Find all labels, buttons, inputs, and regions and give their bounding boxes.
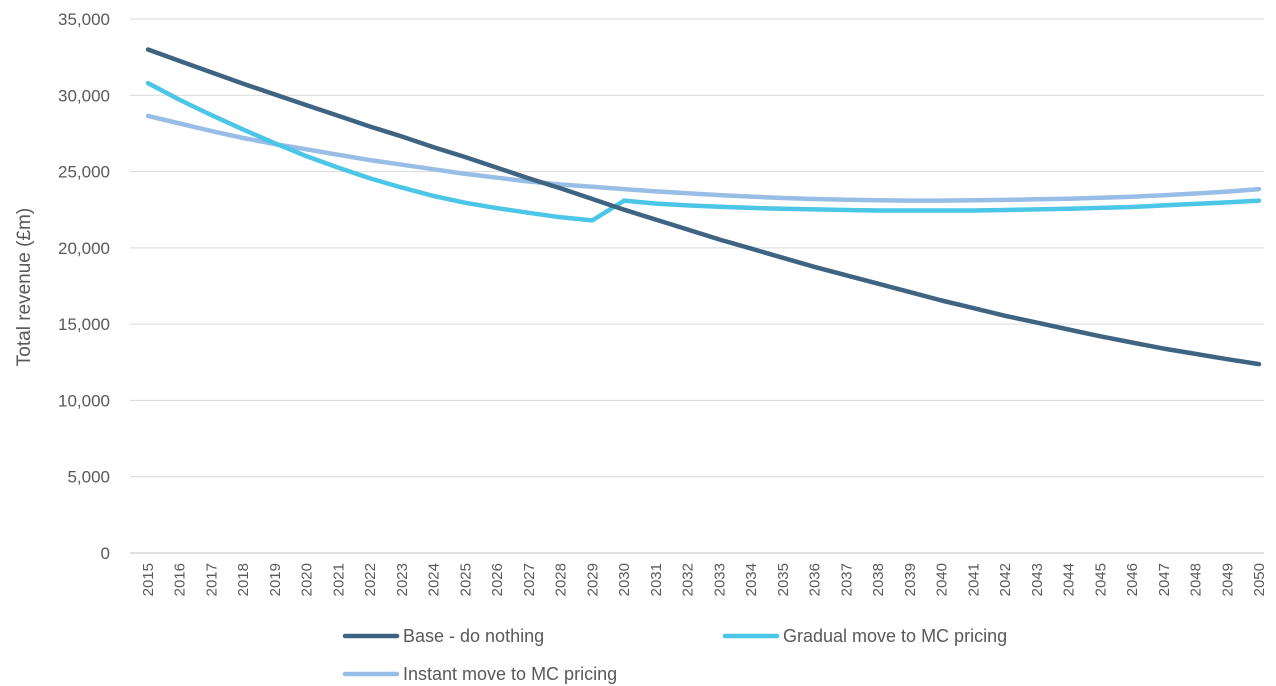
- x-tick-label: 2026: [489, 563, 506, 596]
- x-tick-label: 2040: [934, 563, 951, 596]
- x-tick-label: 2044: [1061, 563, 1078, 596]
- x-tick-label: 2023: [394, 563, 411, 596]
- y-tick-label: 20,000: [58, 239, 110, 258]
- x-tick-label: 2046: [1124, 563, 1141, 596]
- x-tick-label: 2029: [584, 563, 601, 596]
- x-tick-label: 2039: [902, 563, 919, 596]
- x-tick-label: 2031: [648, 563, 665, 596]
- legend: Base - do nothing Gradual move to MC pric…: [345, 626, 1007, 684]
- y-axis-tick-labels: 0 5,000 10,000 15,000 20,000 25,000 30,000 35,0…: [58, 10, 110, 563]
- x-axis-tick-labels: 2015 2016 2017 2018 2019 2020 2021 2022 2023 2024…: [140, 563, 1268, 596]
- x-tick-label: 2033: [711, 563, 728, 596]
- x-tick-label: 2016: [172, 563, 189, 596]
- x-tick-label: 2034: [743, 563, 760, 596]
- x-tick-label: 2043: [1029, 563, 1046, 596]
- y-tick-label: 5,000: [67, 468, 110, 487]
- legend-label: Base - do nothing: [403, 626, 544, 646]
- x-tick-label: 2038: [870, 563, 887, 596]
- x-tick-label: 2045: [1092, 563, 1109, 596]
- x-tick-label: 2019: [267, 563, 284, 596]
- x-tick-label: 2036: [807, 563, 824, 596]
- x-tick-label: 2020: [299, 563, 316, 596]
- x-tick-label: 2022: [362, 563, 379, 596]
- x-tick-label: 2028: [553, 563, 570, 596]
- x-tick-label: 2042: [997, 563, 1014, 596]
- x-tick-label: 2047: [1156, 563, 1173, 596]
- y-tick-label: 10,000: [58, 391, 110, 410]
- x-tick-label: 2030: [616, 563, 633, 596]
- x-tick-label: 2048: [1188, 563, 1205, 596]
- x-tick-label: 2025: [457, 563, 474, 596]
- x-tick-label: 2027: [521, 563, 538, 596]
- x-tick-label: 2050: [1251, 563, 1268, 596]
- x-tick-label: 2049: [1219, 563, 1236, 596]
- x-tick-label: 2017: [203, 563, 220, 596]
- y-tick-label: 35,000: [58, 10, 110, 29]
- series-lines: [148, 50, 1259, 365]
- y-tick-label: 25,000: [58, 163, 110, 182]
- x-tick-label: 2035: [775, 563, 792, 596]
- x-tick-label: 2015: [140, 563, 157, 596]
- gridlines: [130, 19, 1264, 477]
- legend-label: Gradual move to MC pricing: [783, 626, 1007, 646]
- y-axis-label: Total revenue (£m): [14, 208, 35, 366]
- y-tick-label: 30,000: [58, 86, 110, 105]
- y-tick-label: 0: [101, 544, 110, 563]
- x-tick-label: 2024: [426, 563, 443, 596]
- x-tick-label: 2037: [838, 563, 855, 596]
- legend-label: Instant move to MC pricing: [403, 664, 617, 684]
- y-tick-label: 15,000: [58, 315, 110, 334]
- x-tick-label: 2041: [965, 563, 982, 596]
- x-tick-label: 2021: [330, 563, 347, 596]
- x-tick-label: 2032: [680, 563, 697, 596]
- x-tick-label: 2018: [235, 563, 252, 596]
